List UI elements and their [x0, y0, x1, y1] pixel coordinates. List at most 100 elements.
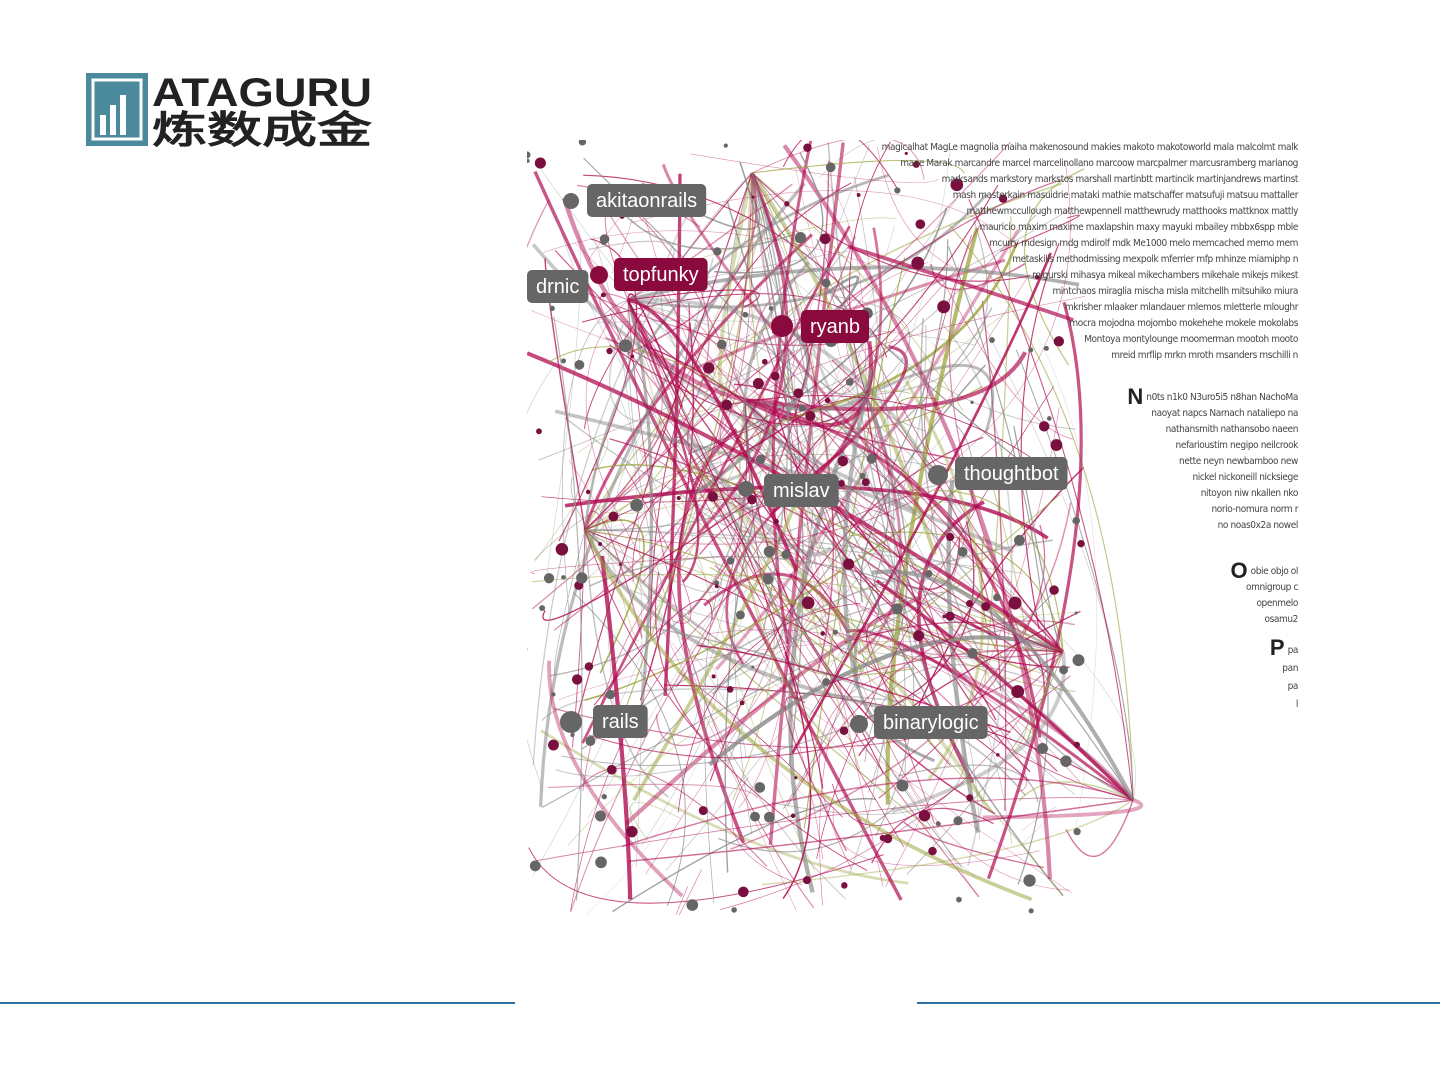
- edge: [819, 354, 869, 395]
- node: [967, 648, 978, 659]
- edge: [842, 394, 869, 689]
- edge: [864, 420, 1064, 653]
- node: [989, 337, 995, 343]
- node: [945, 611, 955, 621]
- node: [630, 498, 644, 512]
- edge: [541, 688, 901, 722]
- node: [950, 178, 964, 192]
- node: [1037, 742, 1048, 754]
- edge: [583, 529, 921, 717]
- edge: [784, 696, 848, 852]
- node: [993, 593, 1001, 602]
- edge: [584, 390, 911, 531]
- name-line: metaskills methodmissing mexpolk mferrie…: [1012, 254, 1298, 265]
- edge: [709, 566, 1064, 653]
- edge: [570, 477, 701, 630]
- edge: [847, 244, 1074, 322]
- node: [595, 810, 606, 822]
- node: [843, 558, 855, 570]
- edge: [628, 799, 1134, 863]
- node: [801, 596, 815, 610]
- edge: [626, 299, 700, 583]
- edge: [751, 172, 835, 672]
- node: [548, 739, 559, 751]
- edge: [627, 193, 988, 309]
- label-node: [560, 711, 582, 733]
- edge: [718, 806, 896, 853]
- node: [802, 876, 811, 885]
- name-line: omnigroup c: [1246, 582, 1298, 593]
- name-line: maoe Marak marcandre marcel marcelinolla…: [900, 158, 1298, 169]
- node: [883, 834, 893, 844]
- edge: [584, 529, 1073, 894]
- edge: [527, 199, 550, 651]
- edge: [536, 797, 1134, 862]
- edge: [765, 600, 862, 673]
- name-line: pa: [1288, 681, 1298, 692]
- index-letter: P: [1270, 635, 1285, 660]
- node: [824, 397, 831, 404]
- node: [832, 629, 838, 635]
- node: [838, 480, 845, 487]
- edge: [581, 539, 1054, 750]
- node: [896, 779, 909, 792]
- edge: [751, 172, 906, 661]
- node: [913, 630, 925, 642]
- node: [768, 306, 774, 311]
- edge: [655, 672, 802, 747]
- label-box: [955, 457, 1068, 490]
- name-line: mocra mojodna mojombo mokehehe mokele mo…: [1069, 318, 1298, 329]
- edge: [627, 299, 917, 804]
- node: [630, 354, 635, 359]
- logo-icon-frame: [91, 78, 143, 141]
- edge: [865, 220, 988, 396]
- edge: [606, 415, 657, 847]
- name-line: migurski mihasya mikeal mikechambers mik…: [1032, 270, 1299, 281]
- node: [861, 478, 870, 487]
- edge: [891, 651, 1066, 814]
- edge: [562, 299, 629, 614]
- node-label: thoughtbot: [964, 463, 1059, 485]
- edge: [825, 180, 867, 396]
- edge: [714, 564, 1064, 658]
- name-line: pan: [1282, 663, 1298, 674]
- node: [790, 813, 796, 819]
- node: [536, 428, 542, 435]
- edge: [665, 478, 956, 871]
- edge: [620, 399, 977, 878]
- node: [626, 825, 638, 838]
- node: [966, 600, 974, 608]
- edge: [1020, 242, 1060, 630]
- edge: [626, 172, 757, 355]
- name-line: mintchaos miraglia mischa misla mitchell…: [1052, 286, 1298, 297]
- network-graph: akitaonrails topfunky drnic ryanb mislav thou…: [527, 140, 1144, 915]
- edge: [630, 802, 681, 842]
- node-label: rails: [602, 711, 639, 733]
- edge: [692, 144, 870, 730]
- edge: [669, 499, 1063, 895]
- node: [747, 494, 757, 505]
- edge: [627, 299, 1010, 587]
- edge: [543, 230, 881, 268]
- name-line: norio-nomura norm r: [1211, 504, 1298, 515]
- node: [819, 233, 831, 245]
- edge: [547, 783, 758, 799]
- edge: [547, 660, 684, 898]
- name-line: pa: [1288, 645, 1298, 656]
- node: [761, 358, 768, 365]
- node: [794, 776, 798, 780]
- edge: [583, 174, 871, 315]
- edge: [786, 620, 1075, 807]
- node: [946, 532, 955, 542]
- edge: [744, 399, 980, 839]
- logo-bar: [110, 105, 116, 135]
- node: [859, 472, 866, 480]
- node: [784, 201, 790, 207]
- edge: [687, 384, 784, 528]
- logo-icon: [86, 73, 148, 146]
- node: [738, 886, 749, 898]
- edge: [527, 361, 557, 792]
- label-box: [527, 270, 589, 303]
- edge: [545, 229, 581, 578]
- edge: [627, 299, 847, 900]
